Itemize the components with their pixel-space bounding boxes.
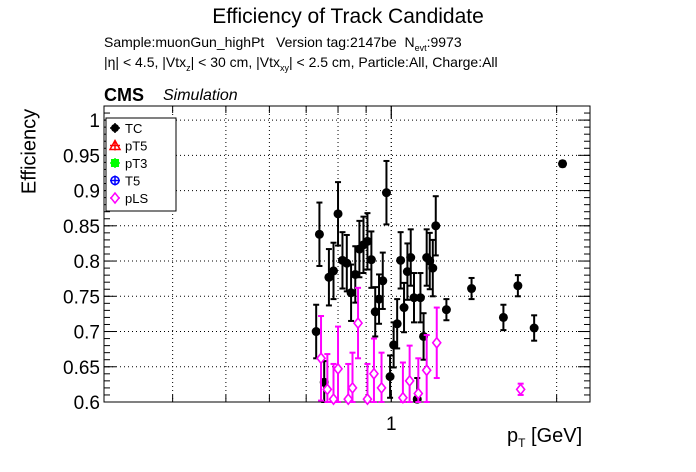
pLS-point [333, 362, 344, 376]
TC-point [402, 267, 412, 277]
TC-point [396, 255, 406, 265]
pLS-point [413, 387, 424, 400]
TC-point [415, 293, 425, 303]
TC-point [385, 372, 395, 382]
pLS-point [397, 391, 408, 405]
TC-point [513, 281, 523, 291]
TC-point [378, 276, 388, 286]
pLS-point [431, 336, 442, 350]
cut-vtxxy-sub: xy [279, 63, 289, 73]
pLS-point [404, 374, 415, 388]
TC-point [467, 284, 477, 294]
pLS-point [347, 381, 358, 395]
pLS-point [322, 383, 333, 396]
pLS-point [353, 316, 364, 330]
TC-point [431, 221, 441, 231]
legend-label: T5 [125, 174, 140, 189]
y-tick-label: 0.65 [63, 358, 100, 379]
TC-point [370, 307, 380, 317]
y-tick-label: 0.9 [74, 182, 100, 203]
legend-label: pLS [125, 191, 148, 206]
TC-point [441, 305, 451, 315]
x-axis-label-sub: T [518, 436, 526, 450]
TC-point [392, 319, 402, 329]
y-tick-label: 0.75 [63, 287, 100, 308]
legend-marker [110, 191, 120, 205]
TC-point [333, 209, 343, 219]
pLS-point [316, 352, 327, 365]
sample-label: Sample:muonGun_highPt [104, 34, 265, 50]
y-tick-label: 1 [89, 111, 100, 132]
x-axis-label-unit: [GeV] [525, 425, 583, 447]
simulation-label: Simulation [163, 87, 238, 104]
legend-label: pT5 [125, 139, 147, 154]
selection-cuts-line: |η| < 4.5, |Vtxz| < 30 cm, |Vtxxy| < 2.5… [104, 54, 498, 73]
TC-point [346, 288, 356, 298]
TC-point [374, 294, 384, 304]
TC-point [529, 323, 539, 333]
TC-point [342, 258, 352, 268]
TC-point [389, 340, 399, 350]
TC-point [314, 229, 324, 239]
pLS-point [376, 381, 387, 395]
nevt-label: N [404, 34, 415, 50]
legend-marker [110, 175, 120, 186]
TC-point [428, 263, 438, 273]
legend-label: TC [125, 121, 142, 136]
TC-point [399, 303, 409, 313]
y-tick-label: 0.7 [74, 323, 100, 344]
TC-point [558, 159, 568, 169]
x-axis-label-base: p [507, 425, 519, 447]
cut-rest: | < 2.5 cm, Particle:All, Charge:All [288, 54, 498, 70]
cms-label: CMS [104, 85, 144, 105]
legend-marker [111, 124, 119, 132]
TC-point [366, 255, 376, 265]
cut-vtxz: | < 30 cm, |Vtx [190, 54, 280, 70]
cut-eta: |η| < 4.5, |Vtx [104, 54, 187, 70]
TC-point [362, 236, 372, 246]
pLS-point [368, 367, 379, 381]
pLS-point [515, 383, 526, 396]
legend-label: pT3 [125, 156, 147, 171]
y-tick-label: 0.95 [63, 146, 100, 167]
x-axis-label: pT [GeV] [507, 425, 582, 450]
y-tick-label: 0.8 [74, 252, 100, 273]
legend-marker [108, 138, 122, 151]
pLS-point [421, 364, 432, 377]
x-tick-label: 1 [386, 414, 397, 435]
nevt-value: :9973 [426, 34, 462, 50]
nevt-subscript: evt [414, 43, 427, 53]
sample-info-line: Sample:muonGun_highPt Version tag:2147be… [104, 34, 462, 53]
TC-point [329, 266, 339, 276]
TC-point [381, 188, 391, 198]
pLS-point [328, 392, 339, 406]
TC-point [311, 327, 321, 337]
pLS-point [343, 392, 354, 406]
TC-point [498, 312, 508, 322]
version-tag: Version tag:2147be [276, 34, 397, 50]
TC-point [324, 272, 334, 282]
TC-point [409, 293, 419, 303]
legend-marker [111, 159, 119, 167]
pLS-point [362, 392, 373, 406]
TC-point [406, 253, 416, 263]
cut-vtxz-sub: z [186, 63, 191, 73]
chart-title: Efficiency of Track Candidate [212, 5, 484, 28]
y-tick-label: 0.85 [63, 217, 100, 238]
y-tick-label: 0.6 [74, 393, 100, 414]
